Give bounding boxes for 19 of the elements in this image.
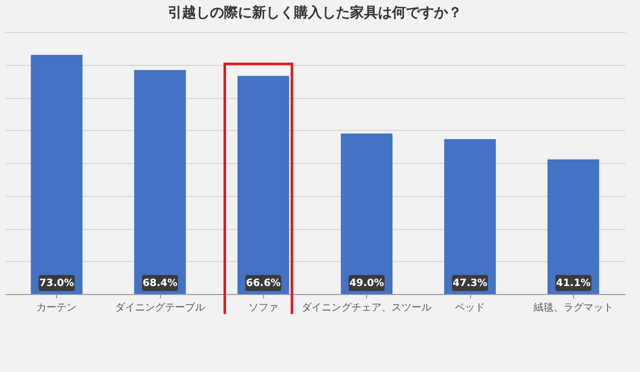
bar [30, 54, 82, 294]
data-label: 68.4% [142, 278, 178, 289]
data-label: 49.0% [349, 278, 384, 289]
data-label: 41.1% [556, 278, 591, 289]
data-label: 73.0% [39, 278, 74, 289]
chart-title: 引越しの際に新しく購入した家具は何ですか？ [168, 4, 462, 21]
x-tick-label: ダイニングテーブル [115, 302, 205, 314]
bar [444, 139, 496, 294]
x-tick-label: ダイニングチェア、スツール [302, 302, 432, 314]
data-label: 66.6% [246, 278, 281, 289]
x-tick-label: 絨毯、ラグマット [532, 302, 614, 314]
bar [548, 159, 600, 294]
bar [340, 134, 392, 294]
bar [134, 70, 186, 294]
bar [238, 76, 290, 294]
x-tick-label: カーテン [36, 302, 77, 314]
data-label: 47.3% [452, 278, 488, 289]
x-tick-label: ベッド [455, 302, 485, 314]
x-tick-label: ソファ [248, 302, 278, 314]
